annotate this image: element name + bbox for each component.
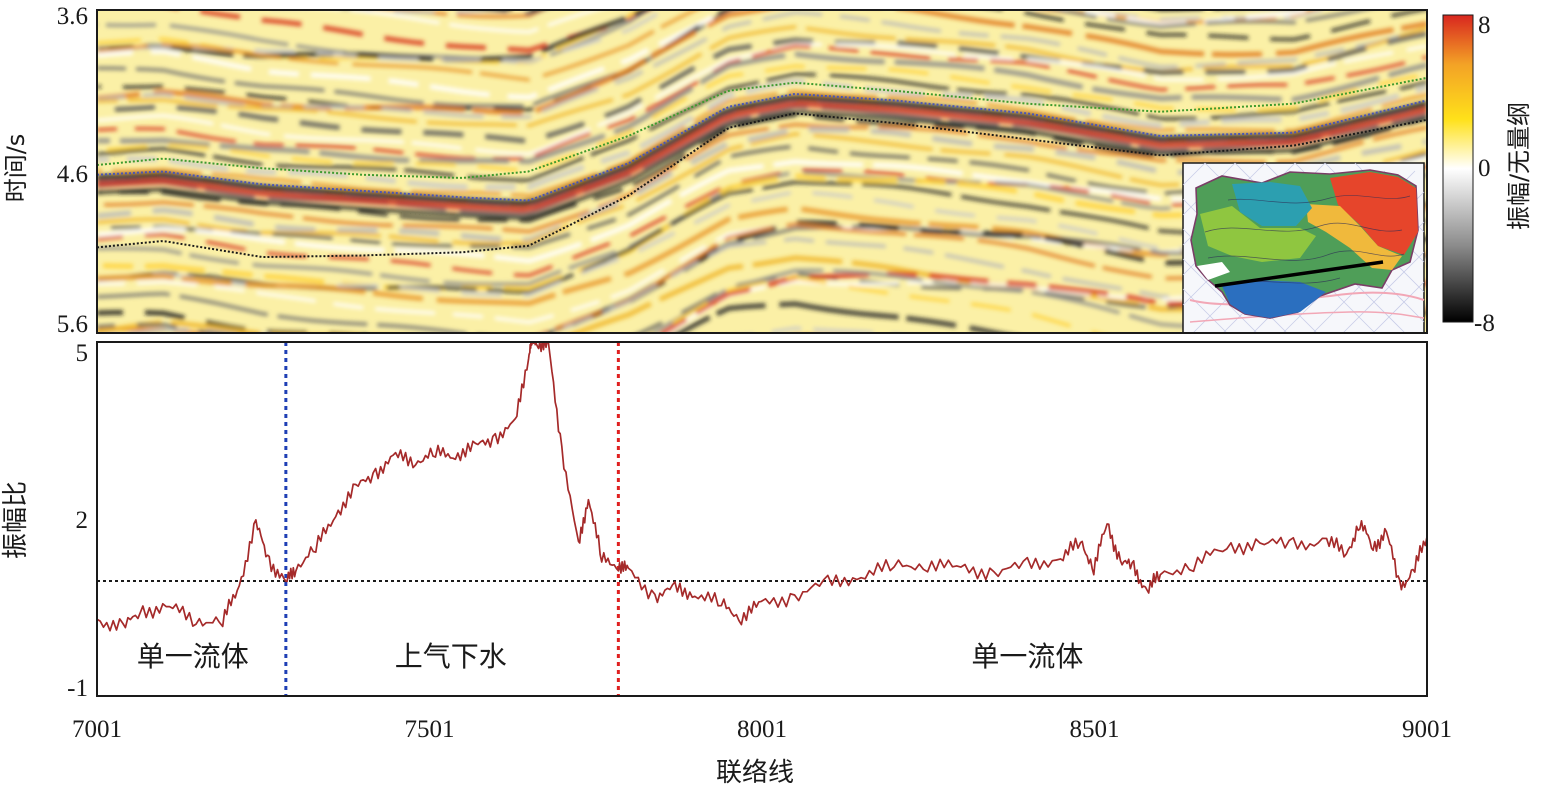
inset-map-green-zone (1200, 206, 1316, 262)
time-tick-label: 5.6 (57, 311, 88, 338)
reflection-event (97, 89, 1427, 198)
reflection-event (97, 10, 1427, 119)
crossline-tick-label: 7501 (405, 716, 455, 743)
horizon-line (97, 112, 1427, 258)
reflection-event (97, 64, 1427, 173)
inset-map-section-track (1214, 260, 1384, 288)
reflection-event (97, 78, 1427, 190)
time-tick-label: 4.6 (57, 161, 88, 188)
reflection-event (97, 122, 1427, 234)
inset-map-mid-zone (1306, 204, 1402, 270)
reflection-event (97, 10, 650, 65)
time-axis: 3.6 4.6 5.6 时间/s (2, 3, 88, 338)
crossline-axis-label: 联络线 (716, 758, 794, 788)
inset-map-white-gap (1197, 262, 1230, 280)
reflection-event (97, 10, 1368, 108)
reflection-event (97, 72, 1427, 183)
time-tick-label: 3.6 (57, 3, 88, 30)
crossline-tick-label: 7001 (72, 716, 122, 743)
seismic-section-frame (96, 9, 1428, 334)
reflection-event (97, 10, 1316, 100)
inset-map-high-zone (1330, 172, 1418, 255)
colorbar-tick-label: 8 (1478, 12, 1491, 39)
strong-reflection-event (97, 110, 1427, 221)
ratio-tick-label: 5 (76, 340, 89, 367)
reflection-event (97, 144, 1427, 250)
inset-map-boundary-line (1189, 291, 1425, 306)
colorbar-tick-label: 0 (1478, 155, 1491, 182)
reflection-event (674, 301, 1427, 333)
interpreted-horizons (97, 76, 1427, 258)
reflection-event (97, 44, 1427, 161)
reflection-event (97, 51, 1427, 165)
inset-map-boundary-line (1189, 311, 1425, 323)
ratio-tick-label: -1 (67, 675, 88, 702)
ratio-axis-label: 振幅比 (1, 481, 31, 559)
reflection-event (97, 31, 1427, 144)
time-axis-label: 时间/s (2, 134, 30, 203)
horizon-line (97, 93, 1427, 202)
fluid-zone-label: 单一流体 (137, 640, 249, 673)
seismic-section (96, 0, 1428, 334)
amplitude-colorbar: 8 0 -8 振幅/无量纲 (1442, 12, 1533, 337)
colorbar-tick-label: -8 (1474, 310, 1495, 337)
crossline-tick-label: 8001 (737, 716, 787, 743)
reflection-event (97, 0, 1427, 5)
crossline-tick-label: 8501 (1070, 716, 1120, 743)
inset-map-low-zone (1232, 182, 1312, 226)
amplitude-ratio-plot: 单一流体 上气下水 单一流体 5 2 -1 振幅比 7001 7501 8001… (1, 340, 1452, 788)
reflection-event (97, 10, 1427, 112)
inset-location-map (1182, 162, 1425, 334)
amplitude-ratio-curve (97, 342, 1427, 632)
reflection-event (652, 276, 1427, 333)
ratio-tick-label: 2 (76, 507, 89, 534)
strong-reflection-event (97, 101, 1427, 214)
strong-reflection-event (97, 94, 1427, 208)
fluid-zone-label: 单一流体 (971, 640, 1083, 673)
crossline-tick-label: 9001 (1402, 716, 1452, 743)
inset-map-south-zone (1222, 280, 1326, 318)
inset-map-contours (1204, 195, 1411, 285)
fluid-zone-label: 上气下水 (395, 640, 507, 673)
reflection-event (97, 25, 1427, 128)
colorbar-gradient (1442, 14, 1474, 323)
amplitude-ratio-frame (96, 341, 1428, 697)
reflection-event (97, 10, 1329, 64)
colorbar-title: 振幅/无量纲 (1505, 102, 1533, 230)
